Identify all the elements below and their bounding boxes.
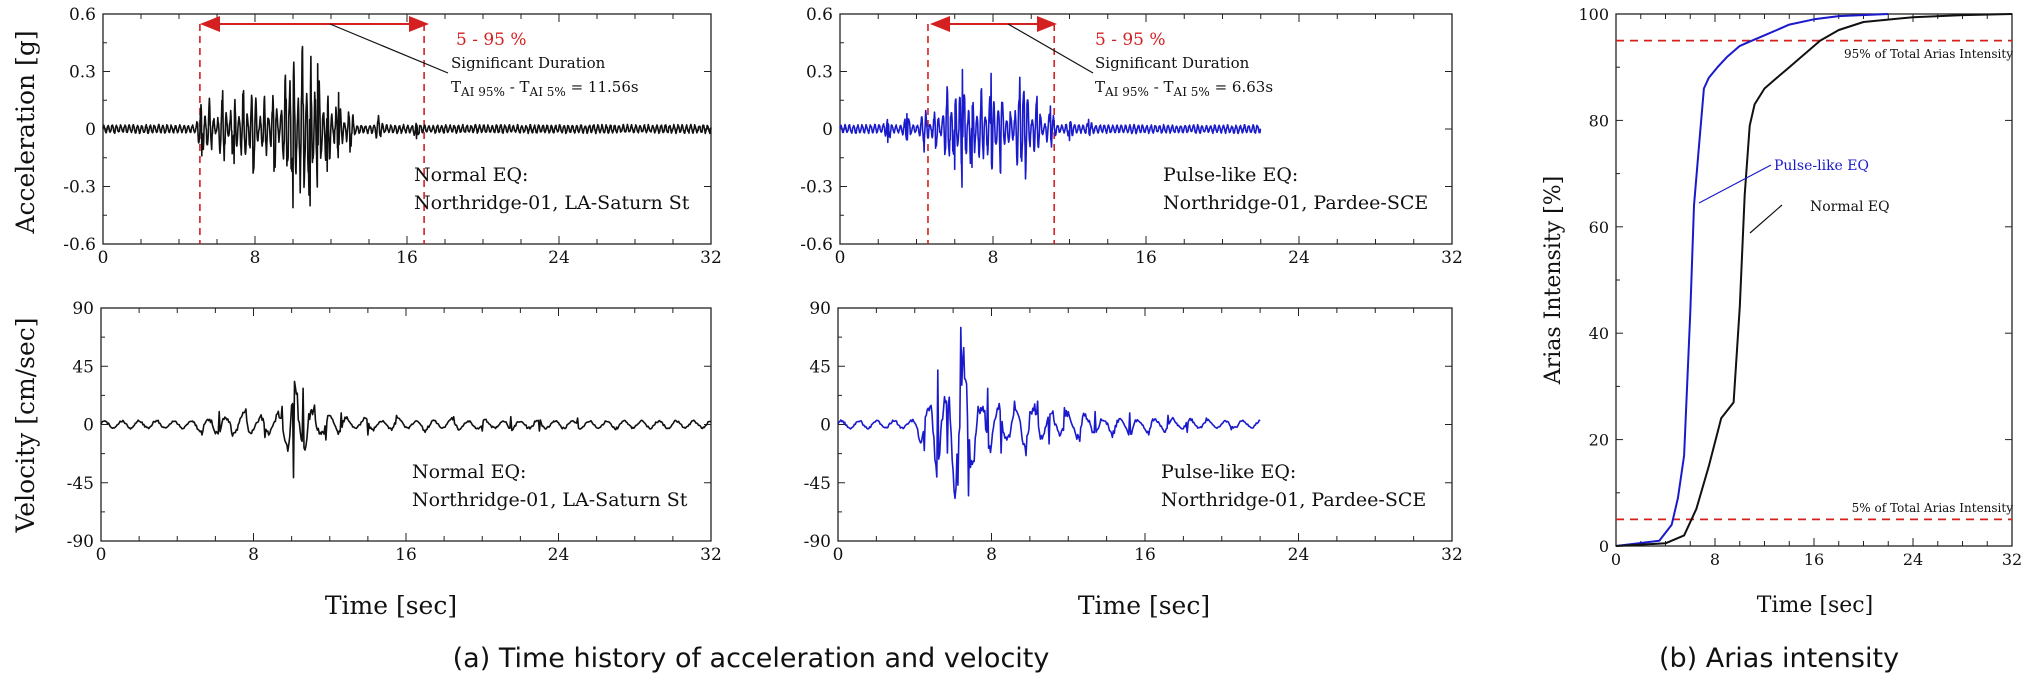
vel-pulse-xtick-label: 0: [833, 545, 844, 565]
acc-normal-ytick-label: 0.3: [69, 63, 96, 83]
time-xlabel-middle: Time [sec]: [1078, 591, 1210, 620]
caption-b: (b) Arias intensity: [1659, 643, 1899, 674]
arias-xtick-label: 16: [1804, 550, 1824, 569]
velocity-normal-panel: 0 8 16 24 32 90 45 0 -45 -90: [67, 299, 722, 565]
arias-xtick-label: 0: [1611, 550, 1621, 569]
duration-leader-normal: [329, 23, 449, 74]
pulse-eq-station-acc: Northridge-01, Pardee-SCE: [1163, 192, 1428, 214]
duration-range-pulse: 5 - 95 %: [1095, 30, 1166, 50]
normal-eq-station-acc: Northridge-01, LA-Saturn St: [414, 192, 690, 214]
vel-pulse-ytick-label: 90: [809, 299, 831, 319]
arias-series-normal-eq: [1615, 13, 2013, 547]
vel-normal-ytick-label: -45: [67, 474, 94, 494]
pulse-eq-station-vel: Northridge-01, Pardee-SCE: [1161, 489, 1426, 511]
arias-series-pulse-like-eq: [1615, 13, 1889, 547]
acc-pulse-ytick-label: 0.6: [806, 5, 833, 25]
arias-ytick-label: 0: [1599, 537, 1609, 556]
arias-intensity-panel: 0 8 16 24 32 100 80 60 40 20 0: [1578, 5, 2022, 569]
arias-ytick-label: 40: [1589, 324, 1609, 343]
arias-xtick-label: 24: [1903, 550, 1923, 569]
arias-xtick-label: 8: [1710, 550, 1720, 569]
duration-label-pulse: Significant Duration: [1095, 54, 1250, 72]
vel-normal-ytick-label: 0: [83, 416, 94, 436]
vel-normal-series-normal-eq: [100, 380, 712, 479]
vel-pulse-ytick-label: 0: [820, 416, 831, 436]
arias-frame: [1615, 13, 2013, 547]
acc-normal-xtick-label: 32: [700, 248, 722, 268]
acc-normal-ytick-label: 0: [85, 120, 96, 140]
arias-95-label: 95% of Total Arias Intensity: [1844, 47, 2013, 61]
acc-normal-xtick-label: 16: [396, 248, 418, 268]
acceleration-ylabel: Acceleration [g]: [11, 30, 40, 234]
acc-pulse-xtick-label: 32: [1441, 248, 1463, 268]
pulse-eq-title-vel: Pulse-like EQ:: [1161, 461, 1296, 483]
vel-pulse-xtick-label: 16: [1134, 545, 1156, 565]
vel-pulse-ytick-label: -90: [804, 532, 831, 552]
pulse-eq-title-acc: Pulse-like EQ:: [1163, 164, 1298, 186]
duration-label-normal: Significant Duration: [451, 54, 606, 72]
acc-pulse-ytick-label: -0.6: [800, 235, 833, 255]
acc-normal-ytick-label: -0.6: [63, 235, 96, 255]
acc-normal-xtick-label: 0: [98, 248, 109, 268]
normal-eq-station-vel: Northridge-01, LA-Saturn St: [412, 489, 688, 511]
vel-pulse-series-pulse-like-eq: [837, 326, 1261, 500]
acc-pulse-ytick-label: 0: [822, 120, 833, 140]
vel-normal-xtick-label: 32: [700, 545, 722, 565]
velocity-ylabel: Velocity [cm/sec]: [11, 318, 40, 534]
arias-xtick-label: 32: [2002, 550, 2022, 569]
acc-normal-series-normal-eq: [102, 45, 712, 209]
duration-leader-pulse: [1007, 23, 1094, 74]
acc-pulse-series-pulse-like-eq: [839, 68, 1262, 188]
vel-pulse-ytick-label: -45: [804, 474, 831, 494]
vel-normal-ytick-label: 90: [72, 299, 94, 319]
acc-normal-ytick-label: -0.3: [63, 178, 96, 198]
vel-pulse-xtick-label: 24: [1288, 545, 1310, 565]
vel-normal-xtick-label: 24: [548, 545, 570, 565]
arias-ytick-label: 80: [1589, 111, 1609, 130]
acc-pulse-ytick-label: 0.3: [806, 63, 833, 83]
normal-eq-title-acc: Normal EQ:: [414, 164, 528, 186]
vel-normal-ytick-label: -90: [67, 532, 94, 552]
acceleration-normal-panel: 0 8 16 24 32 0.6 0.3 0 -0.3 -0.6: [63, 5, 722, 268]
caption-a: (a) Time history of acceleration and vel…: [453, 643, 1050, 674]
arias-ytick-label: 100: [1578, 5, 1609, 24]
acc-normal-xtick-label: 24: [548, 248, 570, 268]
time-xlabel-left: Time [sec]: [325, 591, 457, 620]
acc-pulse-xtick-label: 24: [1288, 248, 1310, 268]
arias-5-label: 5% of Total Arias Intensity: [1852, 501, 2014, 515]
vel-pulse-ytick-label: 45: [809, 357, 831, 377]
legend-leader-pulse: [1698, 164, 1772, 204]
vel-pulse-xtick-label: 32: [1441, 545, 1463, 565]
arias-ytick-label: 20: [1589, 431, 1609, 450]
duration-formula-pulse: TAI 95% - TAI 5% = 6.63s: [1095, 78, 1273, 99]
acc-normal-xtick-label: 8: [250, 248, 261, 268]
vel-normal-xtick-label: 16: [395, 545, 417, 565]
acc-pulse-xtick-label: 16: [1135, 248, 1157, 268]
acceleration-pulse-panel: 0 8 16 24 32 0.6 0.3 0 -0.3 -0.6: [800, 5, 1463, 268]
duration-formula-normal: TAI 95% - TAI 5% = 11.56s: [451, 78, 639, 99]
time-xlabel-right: Time [sec]: [1757, 593, 1873, 618]
acc-normal-ytick-label: 0.6: [69, 5, 96, 25]
legend-normal: Normal EQ: [1810, 199, 1890, 215]
arias-ylabel: Arias Intensity [%]: [1541, 176, 1566, 385]
normal-eq-title-vel: Normal EQ:: [412, 461, 526, 483]
vel-normal-xtick-label: 8: [248, 545, 259, 565]
legend-pulse: Pulse-like EQ: [1774, 158, 1869, 174]
legend-leader-normal: [1749, 204, 1783, 234]
acc-pulse-xtick-label: 0: [835, 248, 846, 268]
arias-ytick-label: 60: [1589, 218, 1609, 237]
acc-pulse-xtick-label: 8: [988, 248, 999, 268]
vel-normal-ytick-label: 45: [72, 357, 94, 377]
acc-pulse-ytick-label: -0.3: [800, 178, 833, 198]
vel-normal-xtick-label: 0: [96, 545, 107, 565]
velocity-pulse-panel: 0 8 16 24 32 90 45 0 -45 -90: [804, 299, 1463, 565]
duration-range-normal: 5 - 95 %: [456, 30, 527, 50]
vel-pulse-xtick-label: 8: [986, 545, 997, 565]
